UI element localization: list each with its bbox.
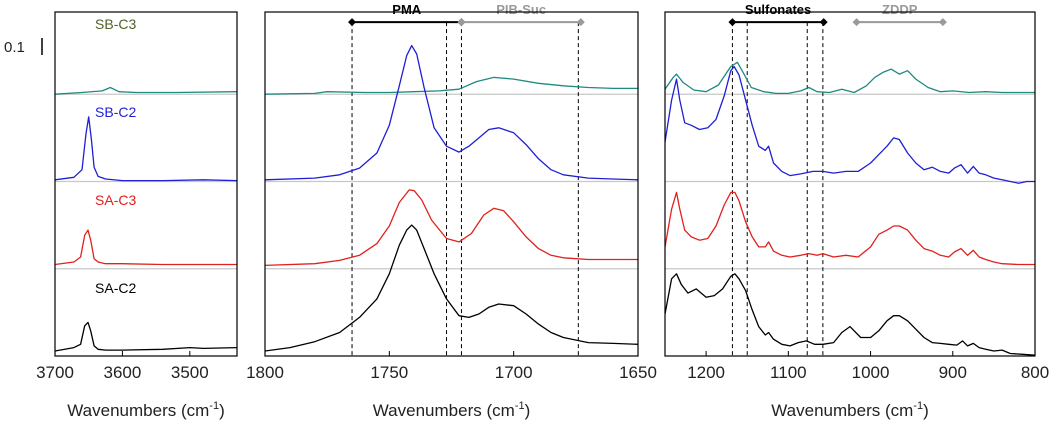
x-tick-label: 1000 [852, 363, 890, 382]
region-label: PMA [392, 2, 422, 17]
series-line-sb-c2 [265, 44, 638, 181]
plot-frame [664, 11, 1036, 357]
region-endpoint-diamond [576, 18, 585, 27]
series-line-sa-c3 [55, 229, 237, 266]
region-endpoint-diamond [457, 18, 466, 27]
x-tick-label: 1700 [495, 363, 533, 382]
x-axis-title-superscript: -1 [913, 400, 923, 412]
region-endpoint-diamond [938, 18, 947, 27]
plot-frame [264, 11, 639, 357]
chart-panel-panel-carbonyl: PMA PIB-Suc 1800 1750 1700 1650 Wavenumbers (c… [246, 2, 657, 420]
series-label: SB-C3 [95, 16, 136, 32]
series-line-sb-c2 [665, 65, 1035, 184]
region-endpoint-diamond [728, 18, 737, 27]
series-line-sb-c2 [55, 116, 237, 182]
x-tick-label: 900 [939, 363, 967, 382]
plot-area [55, 86, 237, 352]
series-line-sa-c2 [665, 273, 1035, 356]
series-line-sa-c3 [265, 189, 638, 267]
series-label: SA-C3 [95, 192, 136, 208]
series-line-sb-c3 [265, 76, 638, 95]
series-line-sb-c3 [665, 61, 1035, 95]
series-line-sa-c2 [265, 224, 638, 352]
plot-frame [54, 11, 238, 357]
scale-bar-label: 0.1 [4, 39, 25, 56]
x-axis-title-close: ) [219, 401, 225, 420]
x-tick-label: 800 [1021, 363, 1049, 382]
x-axis-title: Wavenumbers (cm-1) [373, 400, 530, 420]
x-tick-label: 3700 [36, 363, 74, 382]
x-tick-label: 1100 [770, 363, 807, 382]
region-endpoint-diamond [852, 18, 861, 27]
region-endpoint-diamond [348, 18, 357, 27]
region-label: Sulfonates [745, 2, 811, 17]
plot-area [265, 22, 638, 356]
x-tick-label: 1650 [619, 363, 657, 382]
region-label: ZDDP [882, 2, 918, 17]
x-axis-title-close: ) [525, 401, 531, 420]
series-line-sa-c2 [55, 321, 237, 352]
x-axis-title-superscript: -1 [515, 400, 525, 412]
plot-area [665, 22, 1035, 356]
x-axis-title-close: ) [923, 401, 929, 420]
chart-panel-panel-sulfonate: Sulfonates ZDDP 1200 1100 1000 900 800 Wavenumb… [664, 2, 1049, 420]
x-tick-label: 1750 [370, 363, 408, 382]
x-tick-label: 3500 [171, 363, 209, 382]
region-endpoint-diamond [819, 18, 828, 27]
series-line-sa-c3 [665, 191, 1035, 266]
series-label: SB-C2 [95, 104, 136, 120]
x-tick-label: 1200 [687, 363, 725, 382]
x-tick-label: 3600 [103, 363, 141, 382]
x-axis-title: Wavenumbers (cm-1) [67, 400, 224, 420]
series-line-sb-c3 [55, 86, 237, 95]
region-label: PIB-Suc [496, 2, 546, 17]
chart-panel-panel-oh: SB-C3 SB-C2 SA-C3 SA-C2 3700 3600 3500 Wavenumb… [36, 11, 238, 420]
x-axis-title-superscript: -1 [209, 400, 219, 412]
x-axis-title: Wavenumbers (cm-1) [771, 400, 928, 420]
x-tick-label: 1800 [246, 363, 284, 382]
series-label: SA-C2 [95, 280, 136, 296]
